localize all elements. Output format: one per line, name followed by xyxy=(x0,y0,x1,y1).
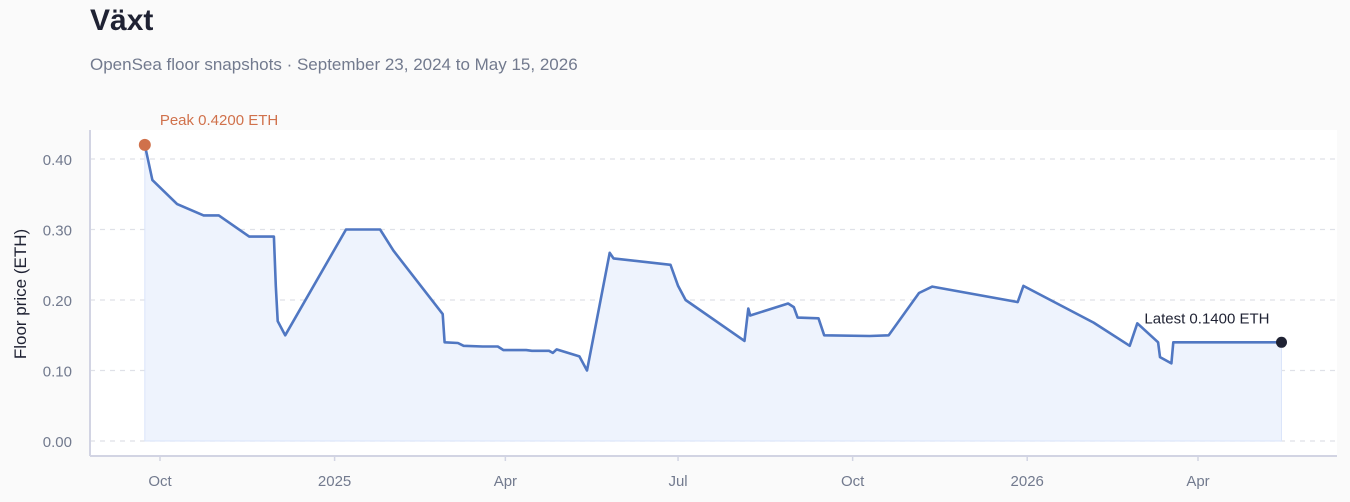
peak-annotation: Peak 0.4200 ETH xyxy=(160,112,278,129)
y-tick-label: 0.20 xyxy=(43,293,72,310)
x-tick-label: Jul xyxy=(668,473,687,490)
x-tick-label: Apr xyxy=(1186,473,1209,490)
y-tick-label: 0.40 xyxy=(43,152,72,169)
x-tick-label: Apr xyxy=(494,473,517,490)
y-tick-label: 0.30 xyxy=(43,223,72,240)
latest-marker xyxy=(1275,336,1287,348)
y-tick-label: 0.10 xyxy=(43,364,72,381)
peak-marker xyxy=(138,138,151,151)
x-tick-label: Oct xyxy=(841,473,865,490)
page-title: Växt xyxy=(90,4,154,37)
page-subtitle: OpenSea floor snapshots · September 23, … xyxy=(90,55,578,74)
latest-annotation: Latest 0.1400 ETH xyxy=(1144,310,1269,327)
x-tick-label: 2026 xyxy=(1011,473,1044,490)
x-tick-label: Oct xyxy=(148,473,172,490)
y-tick-label: 0.00 xyxy=(43,434,72,451)
series-line xyxy=(143,143,1283,372)
y-axis-label: Floor price (ETH) xyxy=(11,229,30,359)
x-tick-label: 2025 xyxy=(318,473,351,490)
